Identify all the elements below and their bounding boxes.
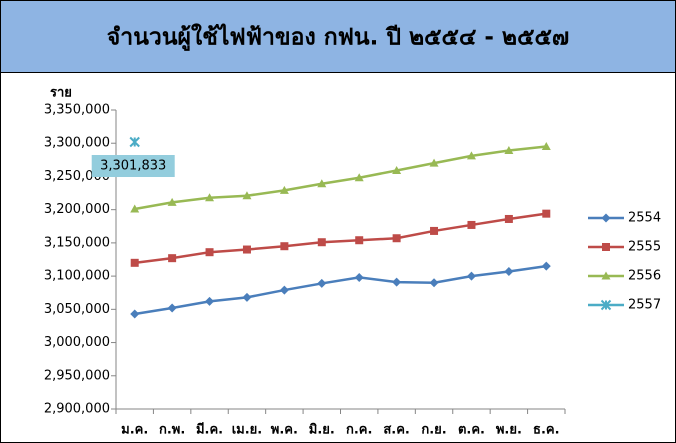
- marker: [317, 278, 327, 288]
- x-tick-label: เม.ย.: [232, 423, 263, 438]
- chart-title: จำนวนผู้ใช้ไฟฟ้าของ กฟน. ปี ๒๕๕๔ - ๒๕๕๗: [107, 23, 569, 52]
- legend-label: 2556: [628, 269, 661, 284]
- marker: [541, 142, 551, 151]
- series-line: [134, 264, 547, 316]
- marker: [392, 277, 402, 287]
- marker: [354, 173, 364, 182]
- marker: [205, 193, 215, 202]
- x-tick-label: ส.ค.: [383, 423, 410, 438]
- y-tick-label: 3,100,000: [44, 269, 110, 284]
- x-tick-label: ก.ค.: [346, 423, 372, 438]
- y-tick-label: 2,950,000: [44, 368, 110, 383]
- marker: [279, 285, 289, 295]
- marker: [317, 179, 327, 188]
- marker: [504, 146, 514, 155]
- marker: [430, 226, 439, 235]
- marker: [355, 236, 364, 245]
- title-banner: [0, 0, 676, 73]
- marker: [600, 299, 612, 311]
- marker: [242, 245, 251, 254]
- data-label: 3,301,833: [100, 159, 166, 174]
- marker: [354, 272, 364, 282]
- marker: [130, 309, 140, 319]
- marker: [205, 296, 215, 306]
- marker: [167, 197, 177, 206]
- marker: [602, 243, 610, 251]
- marker: [542, 209, 551, 218]
- x-tick-label: พ.ค.: [271, 423, 298, 438]
- marker: [205, 248, 214, 257]
- marker: [601, 271, 611, 280]
- marker: [601, 213, 611, 223]
- x-tick-label: มี.ค.: [196, 422, 223, 438]
- x-tick-label: ต.ค.: [458, 423, 485, 438]
- x-tick-label: ธ.ค.: [533, 423, 560, 438]
- marker: [242, 191, 252, 200]
- marker: [392, 234, 401, 243]
- y-axis-label: ราย: [50, 86, 72, 101]
- x-tick-label: ม.ค.: [121, 423, 148, 438]
- series-line: [134, 145, 547, 211]
- marker: [429, 278, 439, 288]
- marker: [429, 158, 439, 167]
- x-tick-label: ก.ย.: [421, 423, 446, 438]
- marker: [467, 220, 476, 229]
- y-tick-label: 3,150,000: [44, 235, 110, 250]
- y-tick-label: 3,200,000: [44, 202, 110, 217]
- x-tick-label: ก.พ.: [159, 423, 185, 438]
- y-tick-label: 3,000,000: [44, 335, 110, 350]
- y-tick-label: 3,050,000: [44, 302, 110, 317]
- x-tick-label: พ.ย.: [496, 423, 522, 438]
- y-tick-label: 3,300,000: [44, 136, 110, 151]
- marker: [504, 266, 514, 276]
- marker: [541, 261, 551, 271]
- legend-label: 2555: [628, 240, 661, 255]
- marker: [317, 238, 326, 247]
- marker: [130, 258, 139, 267]
- data-label-box: [91, 155, 175, 178]
- legend-label: 2557: [628, 298, 661, 313]
- marker: [167, 303, 177, 313]
- marker: [280, 242, 289, 251]
- marker: [466, 271, 476, 281]
- marker: [466, 151, 476, 160]
- y-tick-label: 2,900,000: [44, 402, 110, 417]
- marker: [242, 292, 252, 302]
- marker: [392, 165, 402, 174]
- marker: [129, 136, 140, 148]
- x-tick-label: มิ.ย.: [309, 423, 335, 438]
- marker: [504, 214, 513, 223]
- marker: [168, 254, 177, 263]
- marker: [130, 204, 140, 213]
- series-line: [134, 212, 547, 265]
- legend-label: 2554: [628, 211, 661, 226]
- marker: [279, 185, 289, 194]
- y-tick-label: 3,350,000: [44, 103, 110, 118]
